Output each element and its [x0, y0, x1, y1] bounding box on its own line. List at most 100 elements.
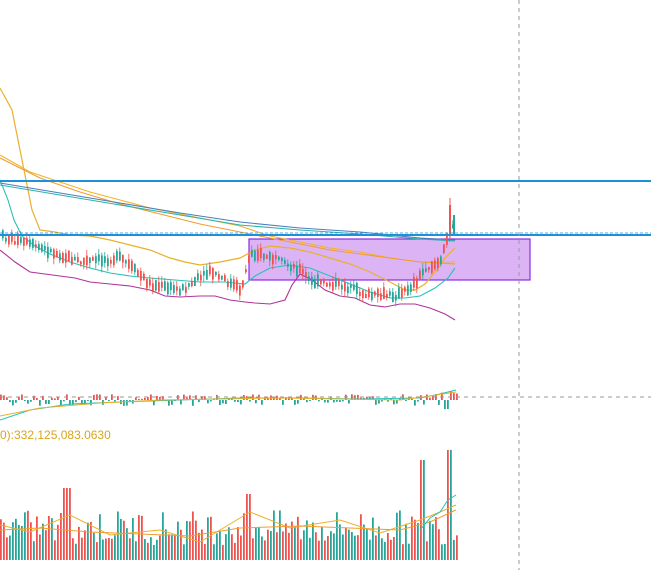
volume-bar	[369, 539, 371, 560]
candle-body	[209, 265, 211, 275]
candle-body	[167, 282, 169, 295]
volume-bar	[117, 511, 119, 560]
candle-body	[128, 259, 130, 269]
candle-body	[65, 253, 67, 263]
candle-body	[389, 291, 391, 296]
macd-bar	[267, 397, 269, 400]
candle-body	[314, 278, 316, 289]
candle-body	[284, 260, 286, 265]
candle-body	[251, 250, 253, 257]
volume-bar	[51, 518, 53, 560]
volume-bar	[0, 519, 2, 560]
volume-bar	[267, 529, 269, 560]
volume-bar	[126, 528, 128, 560]
macd-bar	[303, 398, 305, 400]
candle-body	[320, 279, 322, 285]
macd-bar	[324, 400, 326, 403]
volume-bar	[156, 539, 158, 560]
candle-body	[68, 250, 70, 262]
candle-body	[287, 263, 289, 267]
candle-body	[215, 271, 217, 276]
candle-body	[269, 251, 271, 261]
macd-bar	[84, 400, 86, 405]
macd-bar	[198, 400, 200, 403]
macd-bar	[288, 397, 290, 400]
macd-bar	[6, 397, 8, 400]
candle-body	[200, 274, 202, 281]
candle-body	[425, 268, 427, 272]
volume-bar	[180, 529, 182, 560]
candle-body	[98, 254, 100, 262]
macd-bar	[225, 400, 227, 404]
candle-body	[236, 279, 238, 291]
volume-bar	[243, 513, 245, 560]
candle-body	[410, 284, 412, 292]
candle-body	[107, 258, 109, 267]
candle-body	[131, 260, 133, 272]
macd-bar	[414, 400, 416, 406]
macd-bar	[141, 398, 143, 400]
candle-body	[302, 268, 304, 274]
volume-bar	[426, 541, 428, 560]
candle-body	[218, 274, 220, 280]
candle-body	[182, 284, 184, 291]
macd-bar	[291, 398, 293, 400]
candle-body	[239, 285, 241, 296]
candle-body	[413, 277, 415, 288]
volume-bar	[177, 521, 179, 560]
volume-indicator-label: 0):332,125,083.0630	[0, 428, 111, 442]
macd-bar	[342, 400, 344, 402]
volume-bar	[189, 521, 191, 560]
macd-bar	[348, 400, 350, 404]
volume-bar	[333, 533, 335, 560]
candle-body	[254, 250, 256, 261]
macd-bar	[177, 395, 179, 400]
macd-bar	[252, 394, 254, 400]
volume-bar	[357, 535, 359, 560]
macd-bar	[54, 398, 56, 400]
macd-bar	[114, 400, 116, 402]
volume-bar	[96, 542, 98, 560]
candle-body	[401, 289, 403, 298]
volume-bar	[204, 543, 206, 560]
volume-bar	[306, 520, 308, 560]
volume-bar	[105, 538, 107, 560]
macd-bar	[156, 396, 158, 400]
macd-bar	[195, 395, 197, 400]
volume-bar	[30, 522, 32, 560]
macd-bar	[249, 400, 251, 402]
volume-bar	[27, 510, 29, 560]
volume-bar	[414, 519, 416, 560]
volume-bar	[378, 526, 380, 560]
volume-bar	[261, 536, 263, 560]
volume-bar	[57, 524, 59, 560]
volume-bar	[438, 529, 440, 560]
volume-bar	[54, 540, 56, 560]
macd-bar	[357, 394, 359, 400]
candle-body	[203, 270, 205, 276]
volume-bar	[303, 530, 305, 560]
volume-bar	[165, 529, 167, 560]
ma-short-line	[0, 87, 456, 291]
candle-body	[305, 271, 307, 278]
candle-body	[230, 278, 232, 288]
macd-bar	[105, 396, 107, 400]
candle-body	[197, 273, 199, 281]
macd-bar	[387, 400, 389, 402]
macd-bar	[306, 400, 308, 403]
candle-body	[62, 253, 64, 264]
macd-bar	[309, 400, 311, 402]
volume-bar	[132, 518, 134, 560]
macd-bar	[192, 400, 194, 406]
volume-bar	[198, 532, 200, 560]
macd-bar	[135, 397, 137, 400]
volume-bar	[312, 522, 314, 560]
candle-body	[311, 276, 313, 285]
macd-bar	[234, 400, 236, 402]
volume-bar	[144, 539, 146, 560]
candle-body	[176, 286, 178, 291]
candle-body	[143, 273, 145, 281]
macd-bar	[279, 398, 281, 400]
